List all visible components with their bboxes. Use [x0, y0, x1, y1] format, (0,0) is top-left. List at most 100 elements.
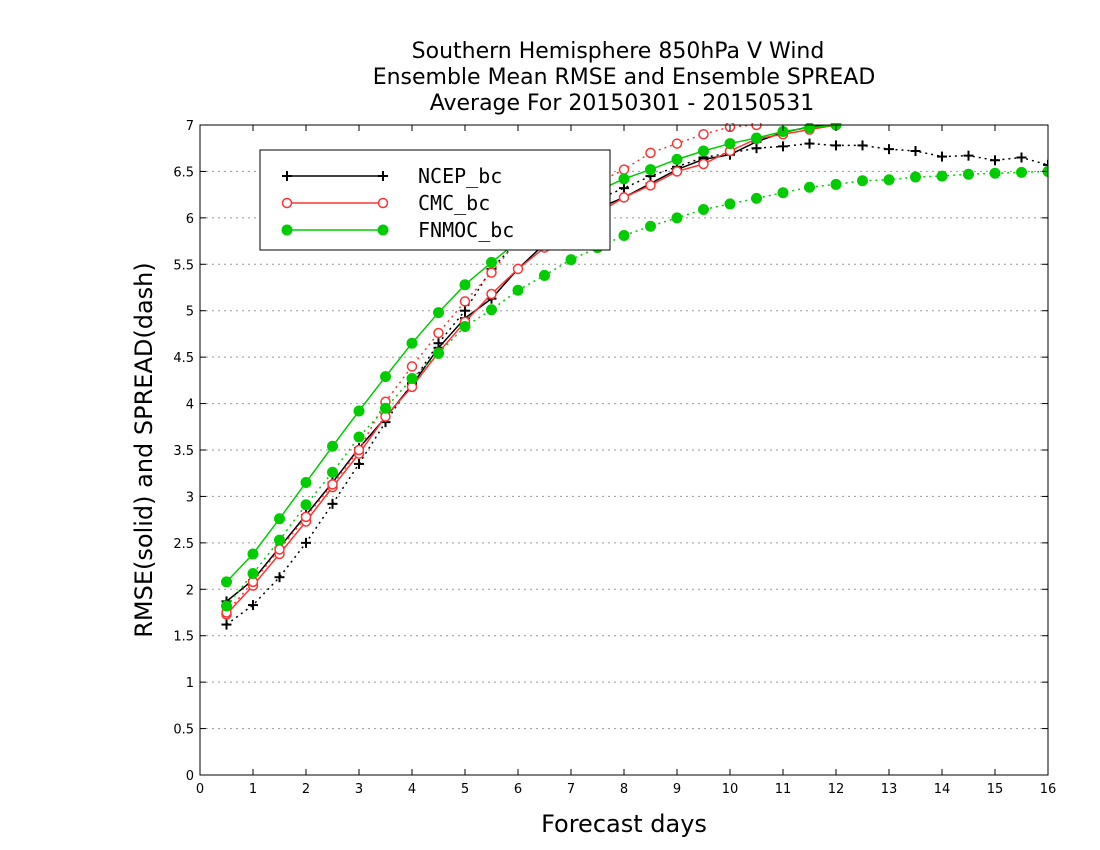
- data-point: [433, 338, 444, 349]
- data-point: [963, 150, 974, 161]
- legend-marker: [281, 197, 293, 209]
- x-tick-label: 12: [828, 782, 845, 797]
- y-tick-label: 6.5: [173, 165, 194, 180]
- data-point: [459, 279, 471, 291]
- x-tick-label: 5: [461, 782, 469, 797]
- y-tick-label: 7: [186, 119, 194, 134]
- data-point: [274, 544, 285, 555]
- data-point: [698, 204, 709, 215]
- y-tick-label: 3.5: [173, 444, 194, 459]
- y-tick-label: 6: [186, 212, 194, 227]
- data-point: [698, 129, 709, 140]
- title-line-2: Ensemble Mean RMSE and Ensemble SPREAD: [373, 65, 876, 90]
- data-point: [857, 140, 868, 151]
- data-point: [671, 153, 683, 165]
- legend-item-NCEP_bc: NCEP_bc: [282, 164, 502, 188]
- data-point: [751, 132, 762, 144]
- data-point: [857, 175, 868, 187]
- data-point: [301, 537, 311, 548]
- title-line-3: Average For 20150301 - 20150531: [430, 91, 815, 116]
- data-point: [274, 513, 285, 525]
- x-tick-label: 8: [620, 782, 628, 797]
- data-point: [778, 141, 788, 152]
- legend-item-CMC_bc: CMC_bc: [281, 191, 490, 215]
- data-point: [1016, 166, 1027, 178]
- data-point: [1016, 152, 1027, 163]
- legend-label: FNMOC_bc: [418, 218, 514, 242]
- x-tick-label: 11: [775, 782, 792, 797]
- y-tick-label: 1.5: [173, 630, 194, 645]
- data-point: [698, 145, 709, 157]
- data-point: [777, 187, 789, 199]
- data-point: [380, 402, 391, 414]
- data-point: [619, 183, 629, 194]
- y-tick-label: 5: [186, 305, 194, 320]
- chart-title: Southern Hemisphere 850hPa V Wind Ensemb…: [373, 39, 876, 116]
- x-tick-label: 16: [1040, 782, 1057, 797]
- grid: [200, 170, 1048, 730]
- y-axis-label: RMSE(solid) and SPREAD(dash): [130, 262, 158, 638]
- x-tick-label: 15: [987, 782, 1004, 797]
- data-point: [936, 170, 948, 182]
- x-tick-label: 2: [302, 782, 310, 797]
- data-point: [486, 267, 497, 278]
- data-point: [830, 178, 842, 190]
- data-point: [248, 600, 258, 611]
- data-point: [486, 256, 497, 268]
- data-point: [645, 147, 656, 159]
- data-point: [883, 174, 895, 186]
- x-tick-label: 1: [249, 782, 257, 797]
- legend-box: [259, 149, 611, 251]
- data-point: [990, 155, 1000, 166]
- data-point: [565, 254, 577, 266]
- data-point: [247, 568, 259, 579]
- data-point: [671, 166, 683, 177]
- data-point: [300, 499, 312, 511]
- data-point: [884, 144, 894, 155]
- legend-label: CMC_bc: [418, 191, 490, 215]
- x-tick-label: 10: [722, 782, 739, 797]
- series-line: [225, 170, 1048, 607]
- legend-marker: [377, 224, 389, 236]
- legend-marker: [281, 224, 293, 236]
- legend-marker: [378, 171, 388, 181]
- series-line: [225, 124, 757, 613]
- y-tick-label: 3: [186, 490, 194, 505]
- y-tick-label: 4: [186, 398, 194, 413]
- data-point: [618, 230, 630, 241]
- data-point: [910, 171, 921, 183]
- data-point: [512, 284, 524, 296]
- title-line-1: Southern Hemisphere 850hPa V Wind: [412, 39, 825, 64]
- data-point: [327, 466, 338, 478]
- data-point: [327, 479, 338, 490]
- legend-marker: [282, 171, 292, 181]
- data-point: [274, 534, 285, 546]
- x-tick-label: 14: [934, 782, 951, 797]
- data-point: [221, 619, 232, 630]
- data-point: [512, 263, 524, 275]
- data-point: [831, 140, 841, 151]
- legend: NCEP_bc CMC_bc FNMOC_bc: [259, 149, 611, 251]
- data-point: [433, 327, 444, 339]
- data-point: [618, 173, 630, 185]
- data-point: [353, 405, 365, 417]
- data-point: [460, 305, 470, 316]
- axis-ticks: 00.511.522.533.544.555.566.570 1 2 3 4 5 6 7 8 9 1…: [173, 119, 1056, 797]
- data-point: [406, 337, 418, 349]
- legend-marker: [377, 197, 389, 209]
- data-point: [618, 192, 630, 203]
- data-point: [989, 167, 1001, 179]
- data-point: [804, 181, 815, 193]
- data-point: [645, 220, 656, 232]
- x-tick-label: 4: [408, 782, 416, 797]
- data-point: [433, 307, 444, 319]
- data-point: [353, 431, 365, 443]
- x-tick-label: 6: [514, 782, 522, 797]
- data-point: [459, 321, 471, 332]
- data-point: [327, 440, 338, 452]
- legend-label: NCEP_bc: [418, 164, 502, 188]
- data-point: [751, 143, 762, 154]
- data-point: [804, 138, 815, 149]
- data-point: [300, 511, 312, 523]
